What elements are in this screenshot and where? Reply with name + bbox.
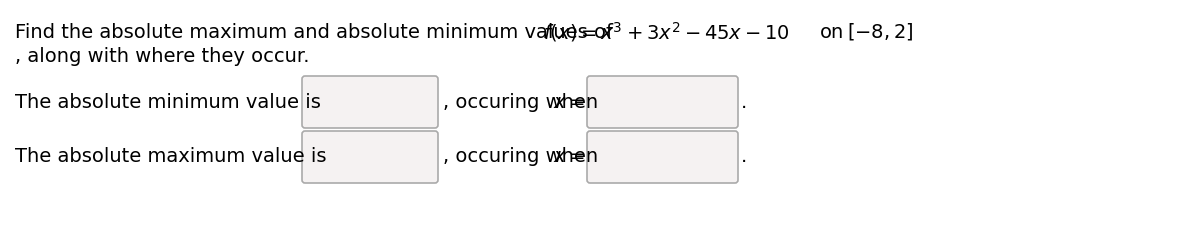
FancyBboxPatch shape bbox=[587, 131, 738, 183]
Text: , occuring when: , occuring when bbox=[443, 92, 598, 112]
Text: $f(x) = x^3 + 3x^2 - 45x - 10$: $f(x) = x^3 + 3x^2 - 45x - 10$ bbox=[542, 20, 790, 44]
Text: Find the absolute maximum and absolute minimum values of: Find the absolute maximum and absolute m… bbox=[14, 23, 613, 41]
Text: , occuring when: , occuring when bbox=[443, 148, 598, 166]
Text: $x =$: $x =$ bbox=[553, 92, 586, 112]
Text: , along with where they occur.: , along with where they occur. bbox=[14, 47, 310, 67]
Text: on: on bbox=[820, 23, 845, 41]
FancyBboxPatch shape bbox=[302, 76, 438, 128]
FancyBboxPatch shape bbox=[587, 76, 738, 128]
Text: $[-8, 2]$: $[-8, 2]$ bbox=[847, 22, 913, 43]
Text: The absolute maximum value is: The absolute maximum value is bbox=[14, 148, 326, 166]
Text: $x =$: $x =$ bbox=[553, 148, 586, 166]
Text: .: . bbox=[742, 92, 748, 112]
Text: The absolute minimum value is: The absolute minimum value is bbox=[14, 92, 320, 112]
FancyBboxPatch shape bbox=[302, 131, 438, 183]
Text: .: . bbox=[742, 148, 748, 166]
